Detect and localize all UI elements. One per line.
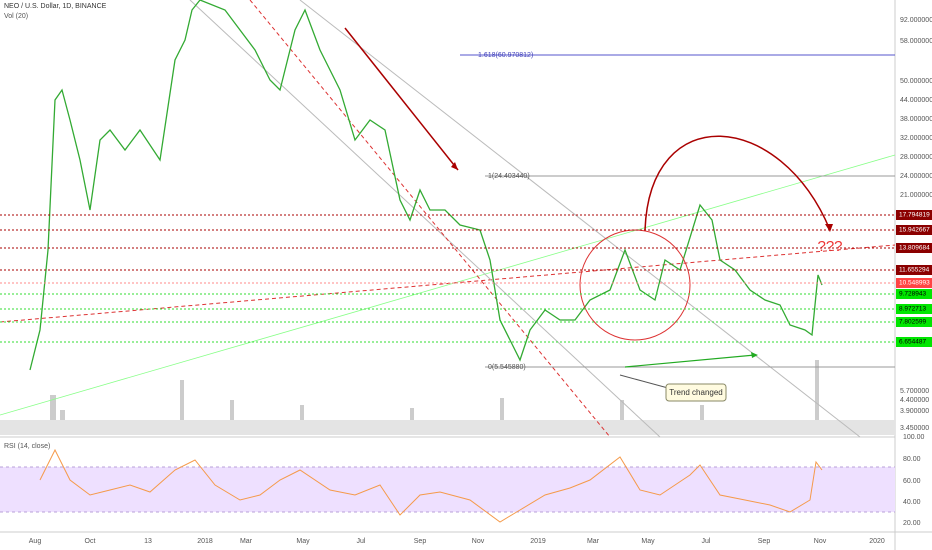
rsi-tick-label: 40.00 (903, 499, 921, 506)
level-tag (896, 278, 932, 288)
level-tag (896, 304, 932, 314)
price-tick-label: 28.000000 (900, 154, 932, 161)
channel (189, 0, 661, 438)
arrow-head (451, 162, 458, 170)
arrow-head (751, 352, 758, 358)
time-tick-label: May (641, 538, 655, 545)
price-tick-label: 3.900000 (900, 408, 929, 415)
arrow (624, 354, 756, 368)
price-tick-label: 21.000000 (900, 192, 932, 199)
price-tick-label: 24.000000 (900, 173, 932, 180)
fib-label: 1.618(60.970812) (478, 52, 533, 59)
price-tick-label: 92.000000 (900, 17, 932, 24)
price-tick-label: 44.000000 (900, 97, 932, 104)
rsi-tick-label: 20.00 (903, 520, 921, 527)
level-label: 7.802599 (899, 319, 926, 326)
time-tick-label: Sep (758, 538, 771, 545)
circle (579, 229, 691, 341)
level-tag (896, 210, 932, 220)
price-tick-label: 4.400000 (900, 397, 929, 404)
level-label: 10.548993 (899, 280, 930, 287)
time-tick-label: 2019 (530, 538, 546, 545)
time-tick-label: Aug (29, 538, 42, 545)
time-tick-label: 13 (144, 538, 152, 545)
time-tick-label: Nov (814, 538, 827, 545)
fib-label: 0(5.545880) (488, 364, 526, 371)
time-tick-label: Jul (357, 538, 366, 545)
channel (299, 0, 861, 438)
fib-label: 1(24.403440) (488, 173, 530, 180)
level-tag (896, 225, 932, 235)
rsi-line (39, 448, 823, 523)
time-tick-label: Nov (472, 538, 485, 545)
level-label: 8.972713 (899, 306, 926, 313)
price-tick-label: 3.450000 (900, 425, 929, 432)
annotation: Trend changed (669, 388, 723, 397)
trendline (0, 154, 896, 416)
time-tick-label: 2018 (197, 538, 213, 545)
level-tag (896, 265, 932, 275)
rsi-band (0, 467, 895, 512)
time-tick-label: Jul (702, 538, 711, 545)
rsi-tick-label: 60.00 (903, 478, 921, 485)
channel-mid (249, 0, 611, 438)
annotation: ??? (817, 238, 842, 255)
arrow (344, 27, 459, 171)
level-tag (896, 317, 932, 327)
volume (0, 360, 895, 435)
level-label: 15.942667 (899, 227, 930, 234)
price-tick-label: 58.000000 (900, 38, 932, 45)
arc-arrow (644, 135, 831, 231)
symbol: NEO / U.S. Dollar, 1D, BINANCE (4, 3, 107, 10)
level-label: 17.794819 (899, 212, 930, 219)
callout-line (619, 374, 669, 389)
price-tick-label: 50.000000 (900, 78, 932, 85)
rsi-tick-label: 80.00 (903, 456, 921, 463)
level-tag (896, 243, 932, 253)
price-tick-label: 32.000000 (900, 135, 932, 142)
level-tag (896, 289, 932, 299)
time-tick-label: May (296, 538, 310, 545)
level-tag (896, 337, 932, 347)
price-tick-label: 38.000000 (900, 116, 932, 123)
time-tick-label: 2020 (869, 538, 885, 545)
level-label: 13.809684 (899, 245, 930, 252)
time-tick-label: Oct (85, 538, 96, 545)
level-label: 11.655294 (899, 267, 930, 274)
price-tick-label: 5.700000 (900, 388, 929, 395)
rsi-label: RSI (14, close) (4, 443, 50, 450)
level-label: 9.728943 (899, 291, 926, 298)
level-label: 6.654487 (899, 339, 926, 346)
arrow-head (825, 224, 833, 232)
callout-box (665, 383, 727, 402)
rsi-tick-label: 100.00 (903, 434, 925, 441)
volume-label: Vol (20) (4, 13, 28, 20)
time-tick-label: Mar (240, 538, 253, 545)
time-tick-label: Mar (587, 538, 600, 545)
time-tick-label: Sep (414, 538, 427, 545)
